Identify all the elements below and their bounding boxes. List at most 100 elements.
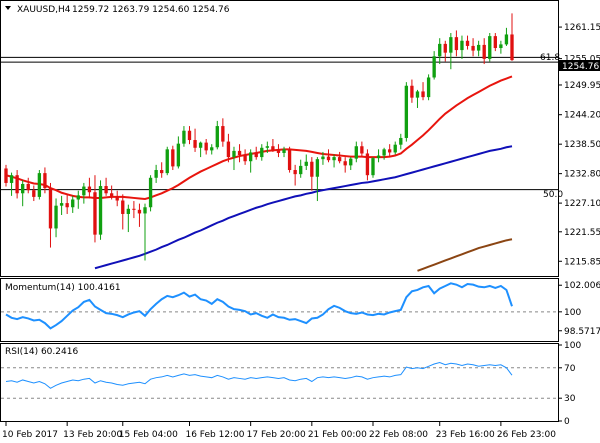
candle <box>282 146 286 158</box>
candle <box>376 149 381 163</box>
candle <box>243 149 247 165</box>
rsi-tick-label: 70 <box>564 364 576 374</box>
rsi-tick-label: 30 <box>564 394 576 404</box>
price-tick-label: 1215.85 <box>564 257 600 267</box>
svg-text:1254.76: 1254.76 <box>562 62 599 72</box>
price-tick-label: 1232.80 <box>564 170 600 180</box>
candle <box>187 126 192 145</box>
candle <box>421 82 425 101</box>
candle <box>449 33 453 70</box>
candle <box>32 185 36 202</box>
candle <box>59 195 64 215</box>
candle <box>165 146 169 176</box>
candle <box>426 74 431 101</box>
candle <box>476 40 481 57</box>
candle <box>332 154 336 168</box>
candle <box>204 139 208 155</box>
candle <box>349 157 353 171</box>
candle <box>415 89 420 108</box>
candle <box>126 204 130 233</box>
candle <box>82 182 86 204</box>
candle <box>15 170 19 199</box>
momentum-tick-label: 100 <box>564 308 581 318</box>
moving-average-line-2 <box>417 238 513 272</box>
candle <box>37 170 42 200</box>
current-price-badge: 1254.76 <box>559 60 600 72</box>
candle <box>9 172 14 196</box>
time-tick-label: 15 Feb 04:00 <box>119 430 178 440</box>
candle <box>260 144 264 161</box>
candle <box>176 136 181 169</box>
candle <box>499 40 503 54</box>
candle <box>465 35 470 50</box>
candle <box>482 38 486 65</box>
moving-average-line-0 <box>5 75 513 200</box>
time-tick-label: 10 Feb 2017 <box>2 430 58 440</box>
candle <box>510 13 514 61</box>
candle <box>254 146 258 160</box>
candle <box>232 146 236 171</box>
fibo-label-618: 61.8 <box>540 53 560 63</box>
price-panel: 1261.15 1255.05 1249.95 1244.20 1238.50 1232.… <box>0 0 600 277</box>
rsi-panel-frame <box>0 343 559 422</box>
momentum-tick-label: 98.5717 <box>564 327 600 337</box>
time-tick-label: 17 Feb 20:00 <box>247 430 306 440</box>
candle <box>121 194 125 230</box>
price-tick-label: 1249.95 <box>564 81 600 91</box>
candle <box>354 141 358 163</box>
price-tick-label: 1238.50 <box>564 140 600 150</box>
moving-average-line-1 <box>94 145 513 270</box>
rsi-tick-label: 0 <box>564 417 570 427</box>
candle <box>460 35 464 59</box>
candle <box>143 203 147 261</box>
candle <box>132 201 136 219</box>
candle <box>271 139 275 152</box>
candle <box>4 164 8 187</box>
candle <box>237 144 242 163</box>
candle <box>215 120 219 150</box>
price-tick-label: 1221.55 <box>564 228 600 238</box>
candle <box>109 185 114 200</box>
rsi-tick-label: 100 <box>564 341 581 351</box>
candle <box>304 154 308 171</box>
candle <box>471 38 475 57</box>
candle <box>287 146 292 173</box>
candle <box>43 167 47 194</box>
momentum-tick-label: 102.0065 <box>564 281 600 291</box>
rsi-label: RSI(14) 60.2416 <box>5 347 78 357</box>
svg-text:50.0: 50.0 <box>543 190 563 200</box>
momentum-panel: 102.0065 100 98.5717 Momentum(14) 100.4161 <box>0 278 600 342</box>
collapse-triangle-icon[interactable] <box>5 6 11 10</box>
rsi-panel: 100 70 30 0 RSI(14) 60.2416 <box>0 341 581 427</box>
rsi-line <box>5 361 513 389</box>
candle <box>54 198 58 238</box>
candle <box>21 180 25 207</box>
candle <box>443 40 447 62</box>
candle <box>65 194 69 214</box>
candle <box>488 33 492 62</box>
candle <box>321 151 325 165</box>
price-tick-label: 1244.20 <box>564 111 600 121</box>
candle <box>276 144 281 158</box>
candle <box>493 33 497 52</box>
candle <box>454 30 459 57</box>
candle <box>226 133 231 163</box>
candle <box>382 147 386 160</box>
time-tick-label: 23 Feb 16:00 <box>436 430 495 440</box>
candle <box>438 38 442 65</box>
candle <box>310 157 314 191</box>
candle <box>93 175 97 243</box>
candle <box>210 144 214 155</box>
candle <box>71 195 75 213</box>
price-tick-label: 1255.05 <box>564 55 600 65</box>
candle <box>299 159 303 178</box>
candle <box>265 141 270 153</box>
price-tick-label: 1227.10 <box>564 199 600 209</box>
candle <box>371 157 375 178</box>
candle <box>393 141 397 155</box>
candle <box>26 177 30 194</box>
candle <box>171 145 175 171</box>
candle <box>293 164 297 186</box>
